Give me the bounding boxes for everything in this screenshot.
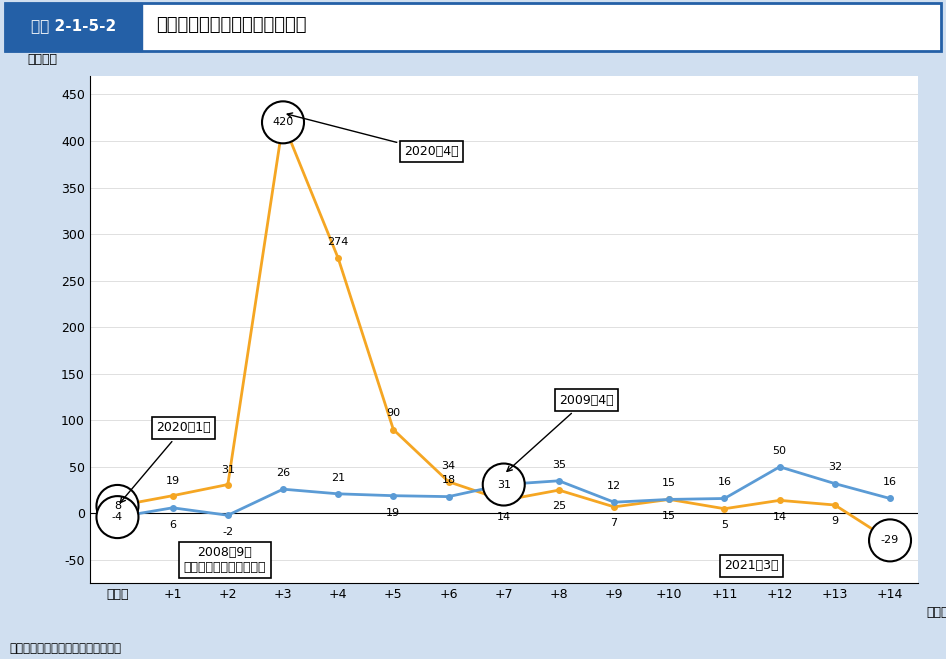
Text: 12: 12 bbox=[607, 481, 622, 491]
Text: 420: 420 bbox=[272, 117, 293, 127]
Text: （月）: （月） bbox=[926, 606, 946, 619]
Ellipse shape bbox=[262, 101, 304, 144]
Text: 19: 19 bbox=[386, 508, 400, 518]
Text: 274: 274 bbox=[327, 237, 349, 247]
Text: -29: -29 bbox=[881, 535, 899, 546]
Text: 31: 31 bbox=[220, 465, 235, 475]
Text: 35: 35 bbox=[552, 459, 566, 470]
Text: （万人）: （万人） bbox=[27, 53, 58, 66]
Text: 図表 2-1-5-2: 図表 2-1-5-2 bbox=[30, 18, 116, 33]
Text: 34: 34 bbox=[442, 461, 456, 471]
Text: 50: 50 bbox=[773, 445, 787, 455]
Text: -2: -2 bbox=[222, 527, 234, 537]
Text: 15: 15 bbox=[662, 511, 676, 521]
Text: 5: 5 bbox=[721, 520, 728, 530]
Text: -4: -4 bbox=[112, 512, 123, 522]
Text: 16: 16 bbox=[717, 477, 731, 487]
Text: 8: 8 bbox=[114, 501, 121, 511]
Text: 休業者数の推移（前年同月差）: 休業者数の推移（前年同月差） bbox=[156, 16, 307, 34]
Ellipse shape bbox=[96, 485, 138, 527]
Text: 14: 14 bbox=[497, 511, 511, 521]
FancyBboxPatch shape bbox=[5, 3, 142, 51]
FancyBboxPatch shape bbox=[5, 3, 941, 51]
Ellipse shape bbox=[482, 463, 525, 505]
Text: 6: 6 bbox=[169, 520, 176, 530]
Text: 21: 21 bbox=[331, 473, 345, 482]
Text: 7: 7 bbox=[610, 518, 618, 528]
Text: 16: 16 bbox=[883, 477, 897, 487]
Ellipse shape bbox=[869, 519, 911, 561]
Text: 9: 9 bbox=[832, 516, 838, 526]
Text: 26: 26 bbox=[276, 468, 290, 478]
Text: 2020年1月: 2020年1月 bbox=[120, 422, 211, 503]
Text: 32: 32 bbox=[828, 463, 842, 473]
Text: 2009年4月: 2009年4月 bbox=[507, 393, 614, 471]
Text: 31: 31 bbox=[497, 480, 511, 490]
Text: 18: 18 bbox=[442, 475, 456, 486]
Text: 19: 19 bbox=[166, 476, 180, 486]
Text: 2021年3月: 2021年3月 bbox=[725, 559, 779, 572]
Text: 15: 15 bbox=[662, 478, 676, 488]
Text: 14: 14 bbox=[773, 511, 787, 521]
Text: 2008年9月
リーマンブラザーズ破綻: 2008年9月 リーマンブラザーズ破綻 bbox=[184, 546, 266, 574]
Text: 2020年4月: 2020年4月 bbox=[288, 113, 459, 158]
Text: 90: 90 bbox=[386, 409, 400, 418]
Text: 25: 25 bbox=[552, 501, 566, 511]
Text: 資料：総務省統計局「労働力調査」: 資料：総務省統計局「労働力調査」 bbox=[9, 643, 121, 656]
Ellipse shape bbox=[96, 496, 138, 538]
